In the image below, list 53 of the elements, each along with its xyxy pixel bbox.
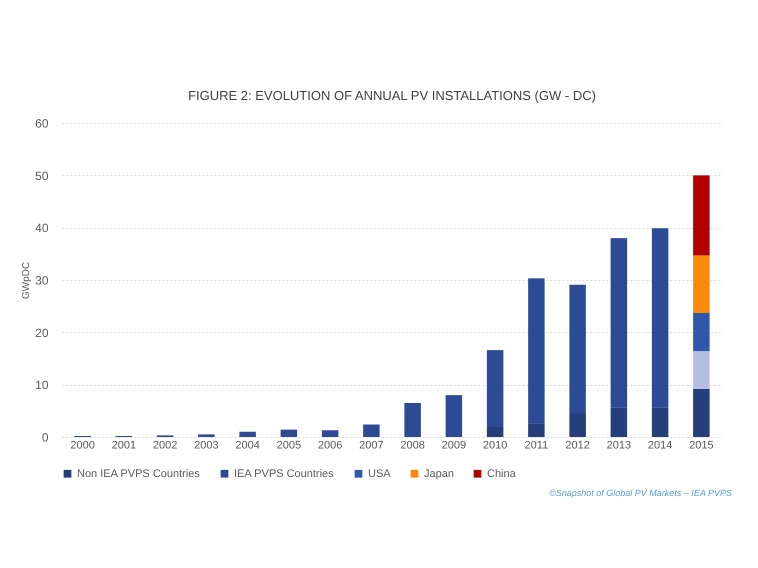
bar (569, 284, 586, 414)
x-tick-label: 2010 (482, 440, 508, 452)
x-tick-label: 2015 (689, 440, 714, 452)
legend-label: Japan (424, 468, 454, 480)
x-tick-label: 2004 (235, 440, 260, 452)
bar (569, 413, 586, 437)
y-axis-title: GWpDC (21, 262, 32, 300)
x-tick-label: 2006 (318, 440, 342, 452)
y-tick-label: 30 (35, 274, 49, 288)
bar (404, 402, 421, 437)
chart-title: FIGURE 2: EVOLUTION OF ANNUAL PV INSTALLATIONS (GW - DC) (188, 88, 596, 103)
bar (486, 427, 504, 437)
bar (693, 255, 710, 313)
bar (693, 388, 710, 437)
bar (363, 424, 380, 437)
y-tick-label: 40 (35, 221, 49, 236)
y-tick-label: 10 (35, 378, 49, 392)
bar (693, 175, 710, 256)
x-tick-label: 2000 (70, 440, 95, 452)
x-tick-label: 2008 (400, 440, 425, 452)
bar (693, 351, 710, 389)
x-tick-label: 2001 (112, 440, 136, 452)
y-tick-label: 60 (35, 116, 49, 130)
x-tick-label: 2005 (276, 440, 302, 452)
bar (610, 238, 628, 408)
bar (528, 278, 545, 424)
y-tick-label: 0 (42, 430, 49, 444)
bar (486, 350, 504, 428)
bar (652, 408, 668, 437)
bar (610, 408, 628, 437)
legend-label: Non IEA PVPS Countries (77, 468, 200, 480)
bar (693, 312, 710, 352)
bar (198, 434, 215, 437)
bar (528, 424, 545, 437)
x-tick-label: 2002 (152, 440, 178, 452)
bar (322, 430, 338, 437)
legend-label: IEA PVPS Countries (234, 468, 334, 480)
legend-label: USA (368, 468, 392, 480)
x-tick-label: 2007 (359, 440, 384, 452)
x-tick-label: 2009 (442, 440, 466, 452)
x-tick-label: 2014 (648, 440, 672, 452)
legend-label: China (487, 468, 517, 480)
x-tick-label: 2003 (194, 440, 219, 452)
x-tick-label: 2012 (565, 440, 590, 452)
x-tick-label: 2013 (606, 440, 632, 452)
bar (239, 432, 256, 437)
y-tick-label: 20 (35, 326, 49, 340)
bar (280, 430, 298, 437)
text: ©Snapshot of Global PV Markets – IEA PVPS (549, 488, 732, 498)
bar (446, 395, 462, 437)
bar (652, 228, 668, 408)
x-tick-label: 2011 (524, 440, 548, 452)
y-tick-label: 50 (35, 168, 49, 183)
